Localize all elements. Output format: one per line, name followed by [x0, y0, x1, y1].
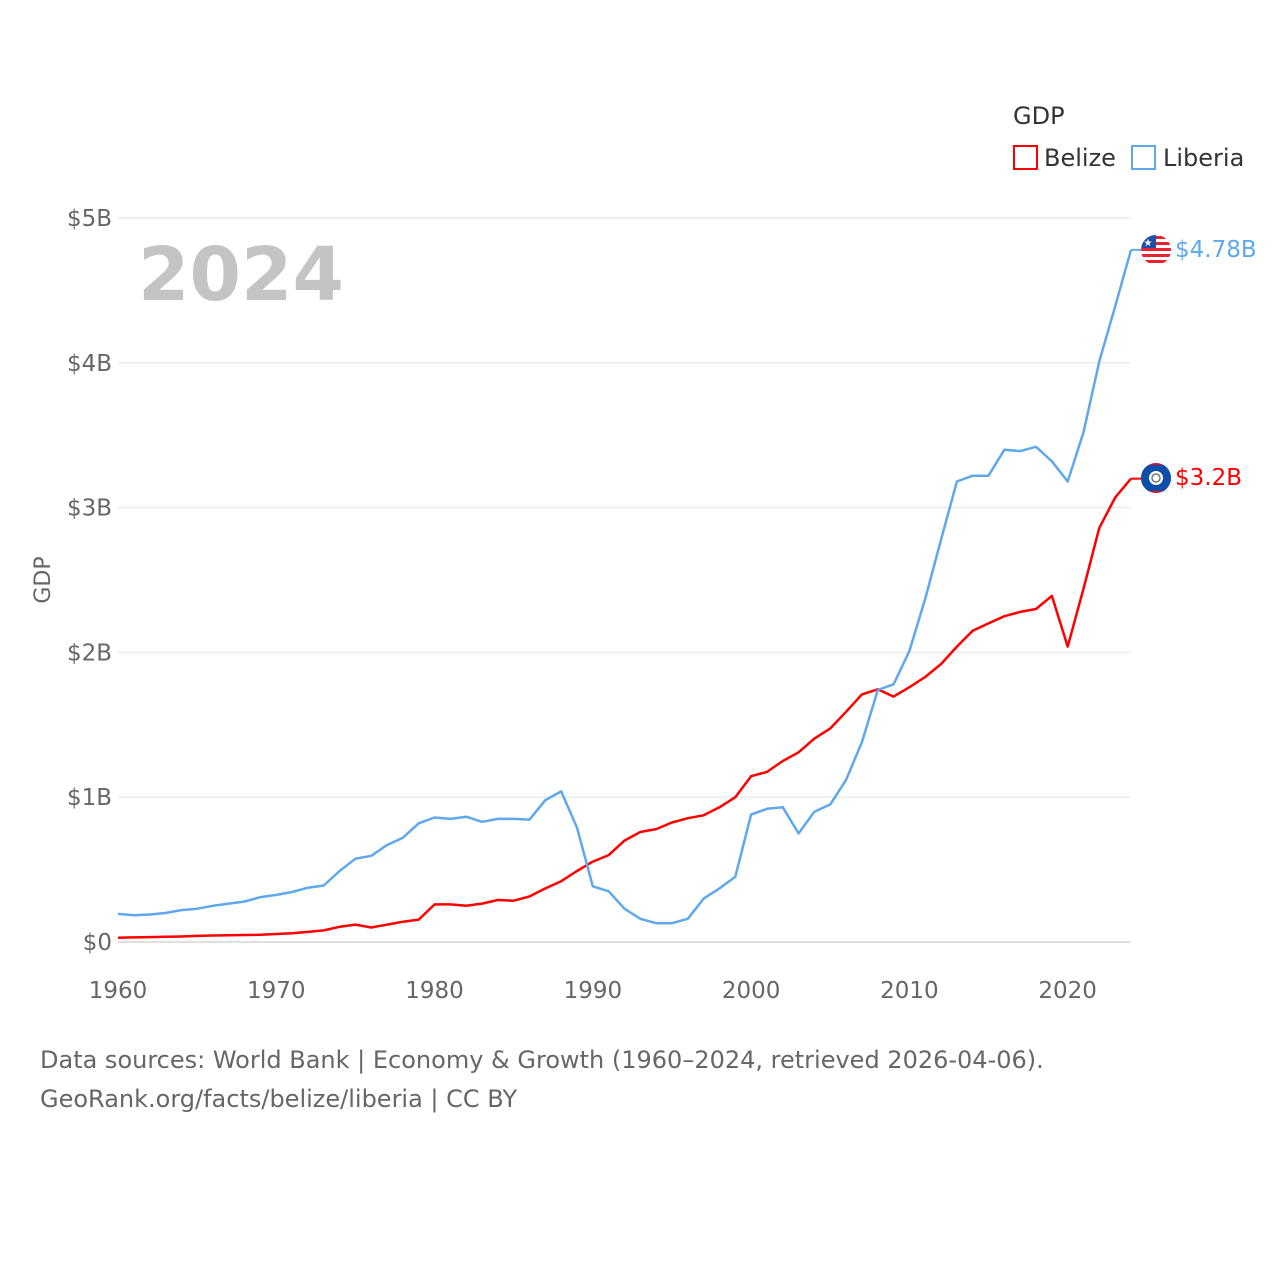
y-tick-label: $1B: [67, 785, 112, 811]
liberia-end-label: $4.78B: [1175, 237, 1257, 263]
belize-flag-icon: [1141, 463, 1171, 493]
x-tick-label: 1980: [405, 978, 464, 1004]
y-tick-label: $5B: [67, 206, 112, 232]
legend-swatch-belize: [1013, 145, 1038, 170]
y-tick-label: $2B: [67, 640, 112, 666]
series-lines: [117, 248, 1141, 939]
year-watermark: 2024: [138, 232, 344, 318]
x-tick-label: 1970: [247, 978, 306, 1004]
y-axis-label: GDP: [31, 556, 56, 603]
x-tick-label: 1960: [89, 978, 148, 1004]
svg-text:★: ★: [1144, 238, 1153, 249]
series-line-liberia: [117, 249, 1133, 925]
source-url-line[interactable]: GeoRank.org/facts/belize/liberia | CC BY: [40, 1085, 518, 1113]
legend-label-liberia[interactable]: Liberia: [1163, 144, 1244, 172]
data-source-line: Data sources: World Bank | Economy & Gro…: [40, 1046, 1044, 1074]
y-axis-ticks: $0 $1B $2B $3B $4B $5B: [67, 206, 112, 956]
x-tick-label: 2020: [1038, 978, 1097, 1004]
x-axis-ticks: 1960 1970 1980 1990 2000 2010 2020: [89, 978, 1097, 1004]
series-line-belize: [117, 477, 1132, 939]
x-tick-label: 1990: [564, 978, 623, 1004]
legend-title: GDP: [1013, 102, 1065, 130]
legend: GDP Belize Liberia: [1013, 102, 1244, 172]
x-tick-label: 2000: [722, 978, 781, 1004]
liberia-flag-icon: ★: [1141, 235, 1171, 265]
y-tick-label: $4B: [67, 351, 112, 377]
y-tick-label: $3B: [67, 496, 112, 522]
gridlines: [118, 217, 1131, 943]
legend-swatch-liberia: [1131, 145, 1156, 170]
y-tick-label: $0: [83, 930, 112, 956]
belize-end-label: $3.2B: [1175, 465, 1242, 491]
legend-label-belize[interactable]: Belize: [1044, 144, 1116, 172]
x-tick-label: 2010: [880, 978, 939, 1004]
